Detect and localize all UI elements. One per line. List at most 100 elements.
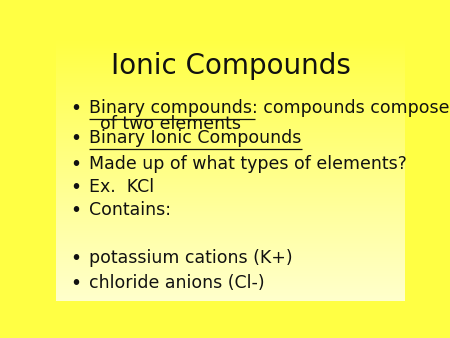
Bar <box>56 202 405 203</box>
Bar <box>56 141 405 142</box>
Bar <box>56 134 405 135</box>
Bar <box>56 163 405 164</box>
Bar <box>56 170 405 171</box>
Bar <box>56 183 405 184</box>
Bar <box>56 90 405 91</box>
Bar <box>56 91 405 92</box>
Bar <box>56 101 405 102</box>
Bar <box>56 206 405 207</box>
Bar <box>56 159 405 160</box>
Bar <box>56 213 405 214</box>
Bar <box>56 210 405 211</box>
Bar <box>56 281 405 282</box>
Bar <box>56 140 405 141</box>
Bar <box>56 117 405 118</box>
Bar <box>56 59 405 61</box>
Bar <box>56 148 405 149</box>
Bar <box>56 126 405 127</box>
Bar <box>56 283 405 284</box>
Text: Binary compounds: compounds composed: Binary compounds: compounds composed <box>90 99 450 117</box>
Bar <box>56 275 405 276</box>
Bar <box>56 98 405 99</box>
Bar <box>56 199 405 200</box>
Bar <box>56 75 405 76</box>
Bar <box>56 196 405 197</box>
Text: •: • <box>70 154 81 173</box>
Bar <box>56 228 405 229</box>
Bar <box>56 116 405 117</box>
Bar <box>56 277 405 278</box>
Bar <box>56 175 405 176</box>
Bar <box>56 87 405 88</box>
Bar <box>56 211 405 212</box>
Bar <box>56 238 405 239</box>
Bar <box>56 229 405 230</box>
Bar <box>56 233 405 234</box>
Bar <box>56 237 405 238</box>
Bar <box>56 290 405 291</box>
Bar <box>56 160 405 161</box>
Bar <box>56 82 405 83</box>
Bar <box>56 293 405 294</box>
Bar <box>56 122 405 123</box>
Bar <box>56 103 405 104</box>
Bar <box>56 235 405 236</box>
Bar <box>56 110 405 111</box>
Bar <box>56 198 405 199</box>
Bar <box>56 137 405 138</box>
Bar <box>56 256 405 257</box>
Bar <box>56 151 405 152</box>
Bar <box>56 255 405 256</box>
Bar <box>56 132 405 134</box>
Bar <box>56 56 405 57</box>
Bar <box>56 208 405 209</box>
Bar <box>56 218 405 219</box>
Bar <box>56 280 405 281</box>
Bar <box>56 197 405 198</box>
Bar <box>56 173 405 174</box>
Bar <box>56 123 405 124</box>
Bar <box>56 81 405 82</box>
Bar <box>56 215 405 216</box>
Bar <box>56 94 405 95</box>
Bar <box>56 78 405 79</box>
Bar <box>56 239 405 240</box>
Bar <box>56 43 405 44</box>
Bar <box>56 92 405 93</box>
Bar <box>56 186 405 187</box>
Bar <box>56 154 405 155</box>
Bar <box>56 267 405 268</box>
Bar <box>56 241 405 242</box>
Bar <box>56 221 405 222</box>
Bar <box>56 95 405 96</box>
Bar <box>56 297 405 298</box>
Bar <box>56 244 405 245</box>
Bar <box>56 257 405 258</box>
Bar <box>56 61 405 62</box>
Bar <box>56 279 405 280</box>
Bar <box>56 139 405 140</box>
Bar <box>56 200 405 201</box>
Bar <box>56 158 405 159</box>
Bar <box>56 45 405 46</box>
Bar <box>56 125 405 126</box>
Bar <box>56 70 405 71</box>
Bar <box>56 149 405 150</box>
Bar <box>56 62 405 63</box>
Text: Made up of what types of elements?: Made up of what types of elements? <box>90 154 407 173</box>
Bar <box>56 231 405 232</box>
Bar <box>56 192 405 193</box>
Bar <box>56 250 405 251</box>
Bar <box>56 227 405 228</box>
Text: Contains:: Contains: <box>90 201 171 219</box>
Bar <box>56 272 405 273</box>
Bar <box>56 150 405 151</box>
Bar <box>56 165 405 166</box>
Bar <box>56 300 405 301</box>
Bar <box>56 121 405 122</box>
Bar <box>56 247 405 248</box>
Bar <box>56 143 405 144</box>
Bar <box>56 292 405 293</box>
Bar <box>56 76 405 77</box>
Bar <box>56 182 405 183</box>
